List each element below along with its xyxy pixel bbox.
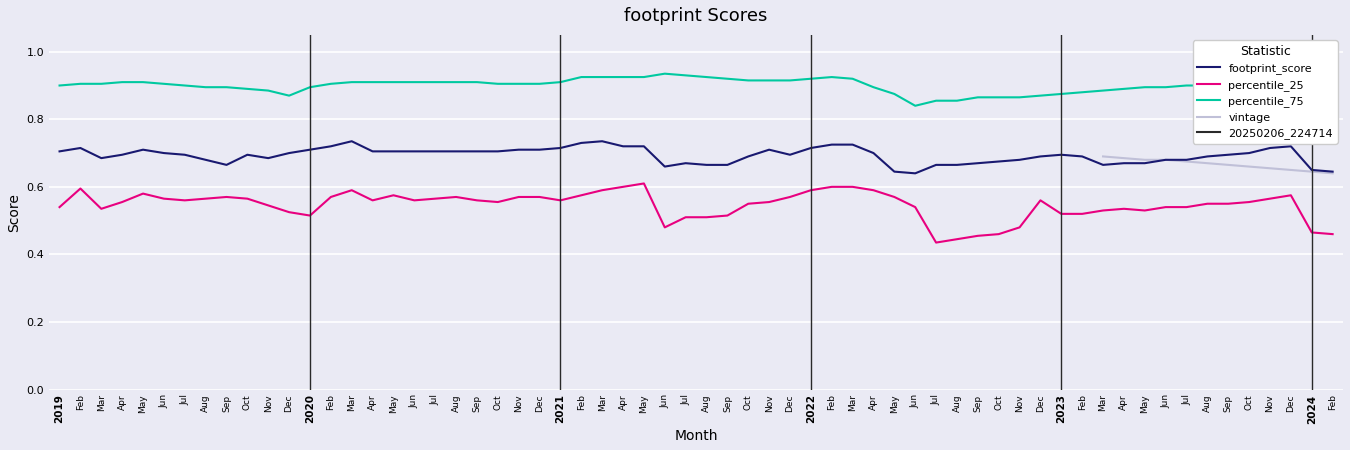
vintage xyxy=(1095,154,1111,159)
percentile_75 xyxy=(51,83,68,88)
vintage xyxy=(1241,164,1257,169)
vintage xyxy=(1199,161,1215,166)
footprint_score xyxy=(344,139,360,144)
percentile_75 xyxy=(907,103,923,108)
Title: footprint Scores: footprint Scores xyxy=(625,7,768,25)
percentile_75 xyxy=(385,79,401,85)
vintage xyxy=(1137,157,1153,162)
percentile_75 xyxy=(302,85,319,90)
vintage xyxy=(1220,162,1237,167)
percentile_25 xyxy=(927,240,944,245)
Line: percentile_25: percentile_25 xyxy=(59,184,1332,243)
vintage xyxy=(1116,155,1133,161)
footprint_score xyxy=(1199,154,1215,159)
percentile_75 xyxy=(656,71,672,76)
percentile_75 xyxy=(1199,83,1215,88)
percentile_25 xyxy=(845,184,861,189)
percentile_25 xyxy=(636,181,652,186)
percentile_75 xyxy=(1324,93,1341,99)
percentile_25 xyxy=(385,193,401,198)
percentile_25 xyxy=(302,213,319,218)
footprint_score xyxy=(51,148,68,154)
footprint_score xyxy=(698,162,714,167)
vintage xyxy=(1262,166,1278,171)
vintage xyxy=(1157,157,1173,162)
Y-axis label: Score: Score xyxy=(7,193,22,232)
X-axis label: Month: Month xyxy=(675,429,718,443)
vintage xyxy=(1304,169,1320,174)
percentile_75 xyxy=(698,74,714,80)
percentile_25 xyxy=(51,204,68,210)
percentile_75 xyxy=(155,81,171,86)
footprint_score xyxy=(907,171,923,176)
Line: vintage: vintage xyxy=(1103,157,1332,173)
percentile_75 xyxy=(845,76,861,81)
percentile_25 xyxy=(1199,201,1215,207)
vintage xyxy=(1324,171,1341,176)
percentile_25 xyxy=(1324,231,1341,237)
vintage xyxy=(1179,159,1195,164)
footprint_score xyxy=(1324,169,1341,174)
footprint_score xyxy=(845,142,861,147)
Line: percentile_75: percentile_75 xyxy=(59,74,1332,106)
Line: footprint_score: footprint_score xyxy=(59,141,1332,173)
footprint_score xyxy=(302,147,319,153)
vintage xyxy=(1282,167,1299,173)
footprint_score xyxy=(406,148,423,154)
percentile_25 xyxy=(155,196,171,201)
percentile_25 xyxy=(698,215,714,220)
footprint_score xyxy=(155,150,171,156)
Legend: footprint_score, percentile_25, percentile_75, vintage, 20250206_224714: footprint_score, percentile_25, percenti… xyxy=(1193,40,1338,144)
